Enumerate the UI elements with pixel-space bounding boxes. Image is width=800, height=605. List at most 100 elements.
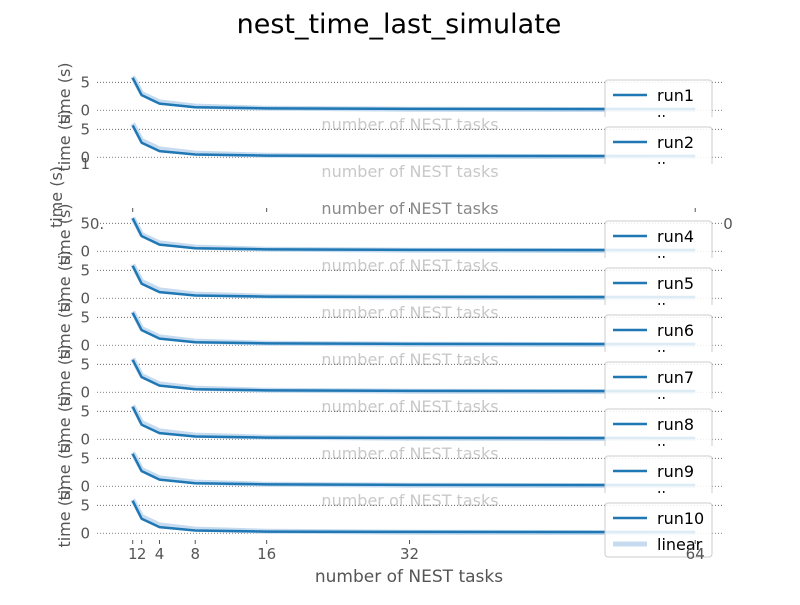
legend: run4 linear xyxy=(604,220,713,272)
xlabel-ghost: number of NEST tasks xyxy=(321,256,498,275)
legend-box xyxy=(604,408,713,446)
y-axis-label: time (s) xyxy=(55,485,74,547)
xtick-label: 8 xyxy=(190,545,200,563)
xlabel-ghost: number of NEST tasks xyxy=(321,397,498,416)
series-line-run9 xyxy=(131,453,696,487)
legend-run-label: run5 xyxy=(657,274,694,293)
ytick-label: 5 xyxy=(80,120,90,138)
legend: run2 linear xyxy=(604,126,713,178)
series-line-run10 xyxy=(131,500,696,534)
legend-box xyxy=(604,455,713,493)
series-line-run8 xyxy=(131,406,696,440)
xtick-label: 64 xyxy=(686,545,705,563)
ytick-label: 0 xyxy=(80,430,90,448)
ytick-label: 5 xyxy=(80,402,90,420)
xlabel-ghost: number of NEST tasks xyxy=(321,491,498,510)
ytick-label: 5 xyxy=(80,449,90,467)
series-line-run6 xyxy=(131,312,696,346)
empty-panel-xlabel: number of NEST tasks xyxy=(321,199,498,218)
legend-linear-label: linear xyxy=(657,300,703,319)
legend-box xyxy=(604,267,713,305)
xlabel-ghost: number of NEST tasks xyxy=(321,350,498,369)
y-axis-label: time (s) xyxy=(55,203,74,265)
legend-box xyxy=(604,361,713,399)
x-axis-label: number of NEST tasks xyxy=(315,567,503,587)
legend-linear-label: linear xyxy=(657,253,703,272)
legend-box xyxy=(604,220,713,258)
ytick-label: 0 xyxy=(80,242,90,260)
legend-run-label: run2 xyxy=(657,133,694,152)
ytick-label: 5 xyxy=(80,308,90,326)
ytick-label: 5 xyxy=(80,261,90,279)
ytick-label: 5 xyxy=(80,355,90,373)
ytick-label: 0 xyxy=(80,336,90,354)
chart-title: nest_time_last_simulate xyxy=(237,9,562,40)
panel-7: 0 5 number of NEST tasks time (s) run8 linear xyxy=(55,391,722,463)
ytick-label: 0 xyxy=(80,524,90,542)
xtick-label: 2 xyxy=(137,545,147,563)
series-line-run1 xyxy=(131,77,696,111)
ytick-label: 0 xyxy=(80,289,90,307)
legend-linear-label: linear xyxy=(657,347,703,366)
legend-run-label: run7 xyxy=(657,368,694,387)
legend-run-label: run4 xyxy=(657,227,694,246)
series-line-run5 xyxy=(131,265,696,299)
empty-panel-xtick-label-right: 0 xyxy=(723,215,733,233)
legend-run-label: run9 xyxy=(657,462,694,481)
legend-box xyxy=(604,314,713,352)
legend: run5 linear xyxy=(604,267,713,319)
series-line-run2 xyxy=(131,124,696,158)
series-line-run7 xyxy=(131,359,696,393)
legend: run9 linear xyxy=(604,455,713,493)
y-axis-label: time (s) xyxy=(55,438,74,500)
xtick-label: 4 xyxy=(155,545,165,563)
legend: run10 linear xyxy=(604,502,713,558)
empty-panel-xtick-label-left: 0. xyxy=(90,215,104,233)
xtick-label: 16 xyxy=(257,545,276,563)
y-axis-label: time (s) xyxy=(55,391,74,453)
panel-8: 0 5 number of NEST tasks time (s) run9 linear xyxy=(55,438,722,510)
panel-0: 0 5 number of NEST tasks time (s) run1 linear xyxy=(55,62,722,134)
legend: run8 linear xyxy=(604,408,713,460)
legend-linear-label: linear xyxy=(657,535,703,554)
panel-6: 0 5 number of NEST tasks time (s) run7 linear xyxy=(55,344,722,416)
ytick-label: 0 xyxy=(80,383,90,401)
series-line-run4 xyxy=(131,217,696,252)
legend-linear-label: linear xyxy=(657,112,703,131)
legend-linear-label: linear xyxy=(657,441,703,460)
y-axis-label: time (s) xyxy=(55,62,74,124)
xlabel-ghost: number of NEST tasks xyxy=(321,162,498,181)
ytick-label: 0 xyxy=(80,477,90,495)
y-axis-label: time (s) xyxy=(55,344,74,406)
legend: run1 linear xyxy=(604,79,713,131)
empty-panel-ytick: 1 xyxy=(80,155,90,173)
ytick-label: 5 xyxy=(80,73,90,91)
xlabel-ghost: number of NEST tasks xyxy=(321,303,498,322)
empty-panel-ylabel: time (s) xyxy=(47,166,66,228)
xlabel-ghost: number of NEST tasks xyxy=(321,115,498,134)
ytick-label: 5 xyxy=(80,496,90,514)
legend-linear-label: linear xyxy=(657,394,703,413)
ytick-label: 5 xyxy=(80,214,90,232)
legend-run-label: run10 xyxy=(657,509,704,528)
legend-run-label: run6 xyxy=(657,321,694,340)
panel-1: 0 5 number of NEST tasks time (s) run2 linear xyxy=(55,109,722,181)
legend-linear-label: linear xyxy=(657,159,703,178)
ytick-label: 0 xyxy=(80,148,90,166)
panel-9: 0 5 time (s) run10 linear 1 2 4 8 16 32 64 xyxy=(55,485,722,563)
legend-run-label: run1 xyxy=(657,86,694,105)
xtick-label: 32 xyxy=(400,545,419,563)
legend: run6 linear xyxy=(604,314,713,366)
legend: run7 linear xyxy=(604,361,713,413)
legend-box xyxy=(604,126,713,164)
legend-box xyxy=(604,79,713,117)
y-axis-label: time (s) xyxy=(55,109,74,171)
ytick-label: 0 xyxy=(80,101,90,119)
xlabel-ghost: number of NEST tasks xyxy=(321,444,498,463)
y-axis-label: time (s) xyxy=(55,297,74,359)
xtick-label: 1 xyxy=(128,545,138,563)
legend-run-label: run8 xyxy=(657,415,694,434)
